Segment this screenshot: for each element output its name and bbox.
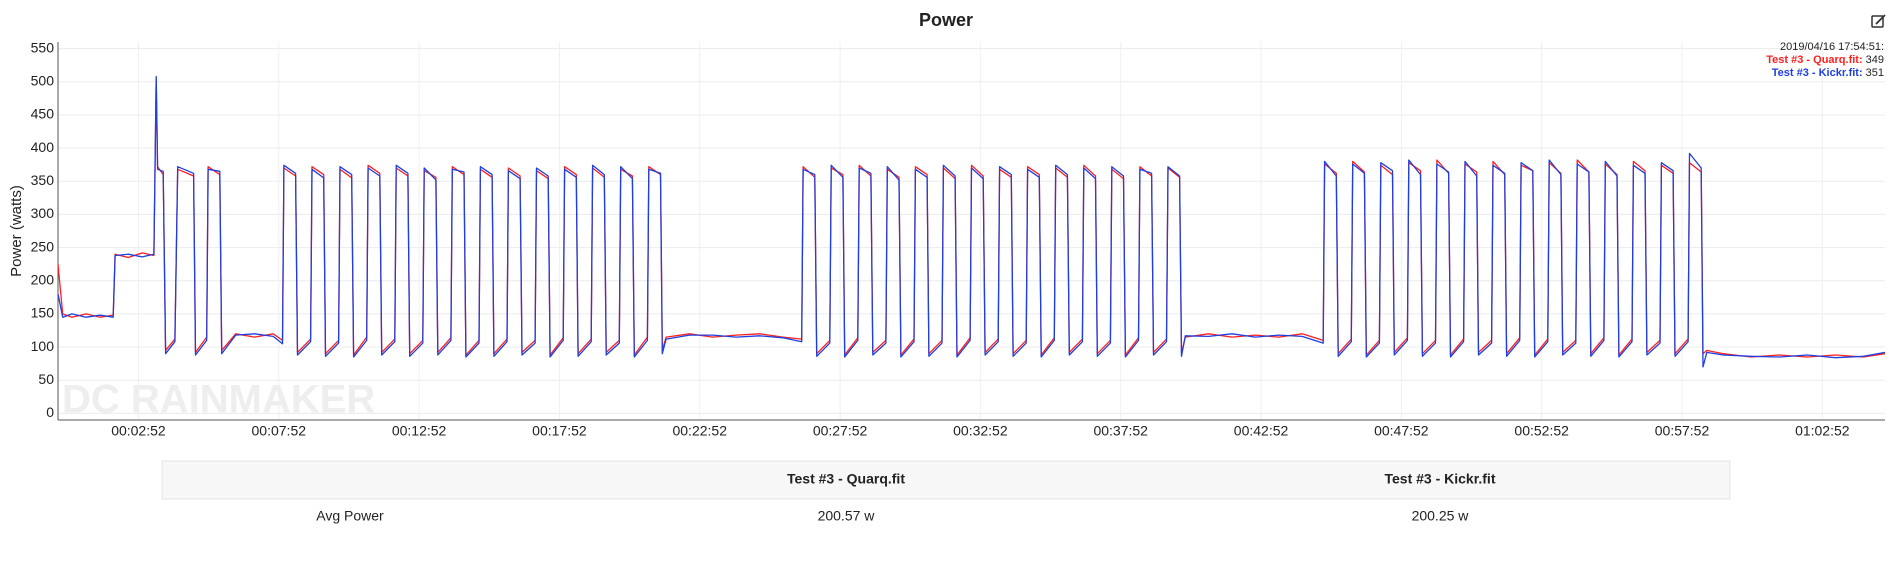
y-tick-label: 250 (31, 238, 55, 254)
table-header: Test #3 - Quarq.fit (787, 471, 905, 487)
x-tick-label: 00:27:52 (813, 423, 868, 439)
y-tick-label: 450 (31, 106, 55, 122)
lines (57, 75, 1886, 368)
tooltip-value: 351 (1866, 67, 1884, 79)
icon-pen (1875, 14, 1886, 25)
x-tick-label: 01:02:52 (1795, 423, 1850, 439)
table-header: Test #3 - Kickr.fit (1384, 471, 1495, 487)
x-tick-label: 00:42:52 (1234, 423, 1289, 439)
x-tick-label: 00:07:52 (252, 423, 307, 439)
tooltip-label: Test #3 - Kickr.fit: (1772, 67, 1863, 79)
x-tick-label: 00:02:52 (111, 423, 166, 439)
x-tick-label: 00:12:52 (392, 423, 447, 439)
edit-icon[interactable] (1871, 14, 1886, 28)
grid (57, 42, 1885, 421)
tooltip-time: 2019/04/16 17:54:51: (1780, 41, 1884, 53)
y-tick-label: 150 (31, 305, 55, 321)
y-tick-label: 500 (31, 72, 55, 88)
series-line (57, 75, 1886, 368)
x-tick-label: 00:37:52 (1093, 423, 1148, 439)
y-axis-label: Power (watts) (8, 185, 25, 277)
table-cell: 200.57 w (818, 508, 876, 524)
x-tick-label: 00:17:52 (532, 423, 587, 439)
tooltip-value: 349 (1866, 54, 1884, 66)
y-tick-label: 200 (31, 271, 55, 287)
y-tick-label: 50 (38, 371, 54, 387)
table-cell: 200.25 w (1412, 508, 1470, 524)
x-tick-label: 00:32:52 (953, 423, 1008, 439)
icon-box (1871, 15, 1884, 28)
x-tick-label: 00:57:52 (1655, 423, 1710, 439)
row-label: Avg Power (316, 508, 384, 524)
tooltip-label: Test #3 - Quarq.fit: (1766, 54, 1862, 66)
watermark: DC RAINMAKER (62, 378, 375, 422)
table-header-band (161, 460, 1731, 500)
y-tick-label: 350 (31, 172, 55, 188)
y-tick-label: 300 (31, 205, 55, 221)
x-tick-label: 00:52:52 (1514, 423, 1569, 439)
y-tick-label: 400 (31, 139, 55, 155)
y-tick-label: 550 (31, 39, 55, 55)
y-tick-label: 100 (31, 338, 55, 354)
x-tick-label: 00:22:52 (672, 423, 727, 439)
y-tick-label: 0 (46, 404, 54, 420)
chart-title: Power (919, 10, 973, 30)
x-tick-label: 00:47:52 (1374, 423, 1429, 439)
